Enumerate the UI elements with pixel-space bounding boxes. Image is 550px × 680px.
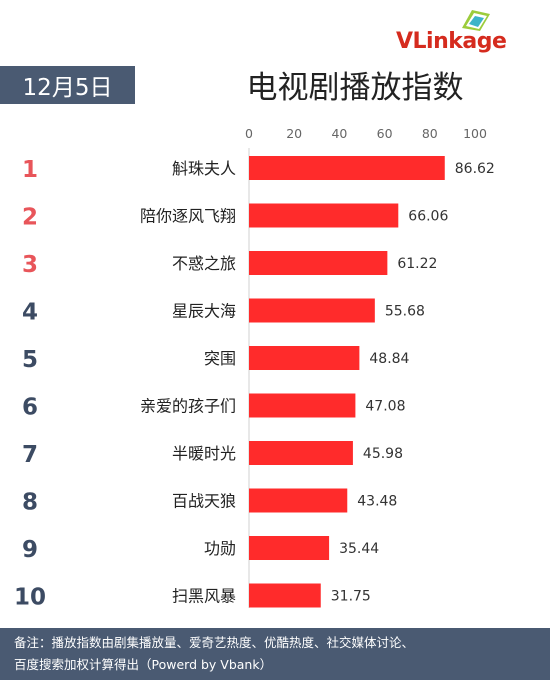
rank-number: 5	[22, 347, 38, 373]
category-label: 星辰大海	[172, 302, 236, 321]
category-label: 陪你逐风飞翔	[140, 207, 236, 226]
value-label: 45.98	[363, 446, 403, 462]
bar	[249, 203, 399, 228]
rank-number: 4	[22, 300, 38, 326]
category-label: 功勋	[204, 539, 236, 558]
value-label: 35.44	[339, 541, 379, 557]
bar	[249, 346, 360, 370]
vlinkage-logo: VLinkage	[396, 8, 536, 54]
x-tick-label: 80	[422, 126, 438, 141]
rank-number: 6	[22, 395, 38, 421]
category-label: 半暖时光	[172, 444, 236, 463]
value-label: 86.62	[455, 161, 495, 177]
bar	[249, 583, 321, 608]
date-badge: 12月5日	[0, 66, 135, 104]
footer-note-line-1: 备注：播放指数由剧集播放量、爱奇艺热度、优酷热度、社交媒体讨论、	[14, 635, 415, 650]
rank-number: 9	[22, 537, 38, 563]
value-label: 31.75	[331, 589, 371, 605]
value-label: 47.08	[365, 399, 405, 415]
bar	[249, 393, 356, 418]
value-label: 43.48	[357, 494, 397, 510]
rank-number: 3	[22, 252, 38, 278]
bar	[249, 298, 375, 323]
category-label: 亲爱的孩子们	[140, 397, 236, 416]
bar	[249, 251, 388, 275]
bar	[249, 536, 330, 560]
bar-chart: 0 20 40 60 80 100 1 斛珠夫人 86.62 2 陪你逐风飞翔 66.06 3 不惑之旅 6…	[14, 126, 495, 611]
footer-note-line-2: 百度搜索加权计算得出（Powerd by Vbank）	[14, 657, 273, 672]
rank-number: 8	[22, 490, 38, 516]
value-label: 61.22	[397, 256, 437, 272]
bar	[249, 488, 348, 513]
x-tick-label: 0	[245, 126, 253, 141]
bar	[249, 441, 353, 465]
category-label: 突围	[204, 349, 236, 368]
logo-mark-icon	[462, 10, 490, 31]
rank-number: 2	[22, 205, 38, 231]
chart-title: 电视剧播放指数	[246, 70, 464, 106]
rank-number: 1	[22, 157, 38, 183]
rank-number: 7	[22, 442, 38, 468]
value-label: 48.84	[369, 351, 409, 367]
category-label: 斛珠夫人	[172, 159, 236, 178]
x-tick-label: 40	[331, 126, 347, 141]
logo-text: VLinkage	[396, 29, 507, 54]
value-label: 55.68	[385, 304, 425, 320]
x-tick-label: 100	[463, 126, 487, 141]
footer-note: 备注：播放指数由剧集播放量、爱奇艺热度、优酷热度、社交媒体讨论、 百度搜索加权计…	[0, 628, 550, 680]
category-label: 不惑之旅	[172, 254, 236, 273]
category-label: 扫黑风暴	[172, 587, 236, 606]
x-tick-label: 20	[286, 126, 302, 141]
rank-number: 10	[14, 585, 46, 611]
bar	[249, 156, 445, 180]
category-label: 百战天狼	[172, 492, 236, 511]
x-tick-label: 60	[377, 126, 393, 141]
value-label: 66.06	[408, 209, 448, 225]
